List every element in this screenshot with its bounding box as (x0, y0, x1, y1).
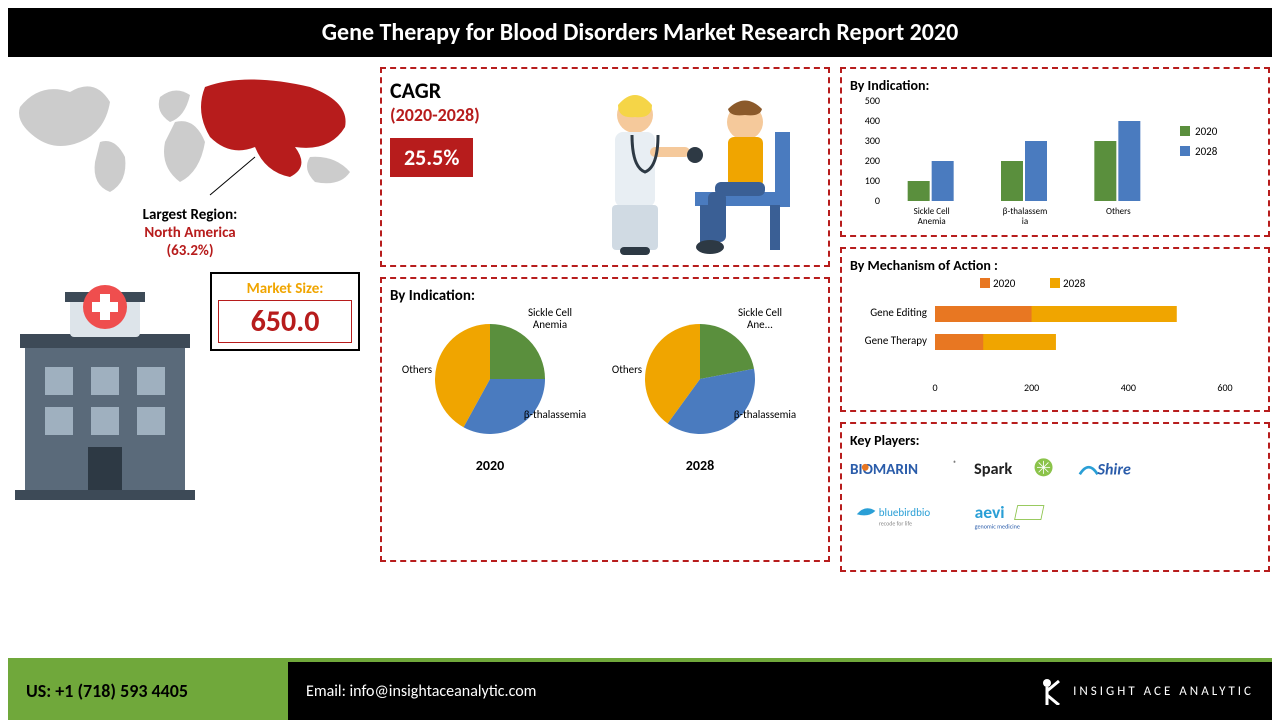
svg-text:0: 0 (932, 381, 937, 394)
players-title: Key Players: (850, 432, 1260, 449)
svg-text:Shire: Shire (1097, 460, 1131, 479)
bar-chart: 0100200300400500Sickle Cell Anemiaβ-thal… (850, 96, 1260, 231)
pie-2028: Sickle Cell Ane...β-thalassemiaOthers (630, 309, 770, 449)
svg-text:200: 200 (1024, 381, 1039, 394)
hospital-icon (10, 272, 200, 502)
pie-2020: Sickle Cell Anemiaβ-thalassemiaOthers (420, 309, 560, 449)
player-logo-bluebirdbio: bluebirdbiorecode for life (850, 502, 960, 535)
svg-text:300: 300 (865, 134, 880, 147)
svg-text:600: 600 (1217, 381, 1232, 394)
doctor-patient-icon (550, 77, 810, 262)
report-title: Gene Therapy for Blood Disorders Market … (8, 8, 1272, 57)
player-logo-aevi: aevigenomic medicine (974, 502, 1054, 535)
hbar-chart: 2020 2028 Gene Editing Gene Therapy 0 200 400 6… (850, 276, 1260, 401)
pie-title: By Indication: (390, 287, 820, 305)
market-size-box: Market Size: 650.0 (210, 272, 360, 351)
hbar-panel: By Mechanism of Action : 2020 2028 Gene Ed… (840, 247, 1270, 412)
svg-text:Anemia: Anemia (918, 216, 946, 226)
cagr-value: 25.5% (390, 138, 473, 177)
bar-panel: By Indication: 0100200300400500Sickle Ce… (840, 67, 1270, 237)
svg-text:aevi: aevi (975, 502, 1005, 523)
brand-icon (1041, 677, 1063, 705)
player-logo-shire: Shire (1078, 455, 1158, 488)
cagr-label: CAGR (390, 77, 540, 104)
svg-text:400: 400 (865, 114, 880, 127)
pie-year-2028: 2028 (600, 457, 800, 474)
market-size-value: 650.0 (221, 303, 349, 340)
market-size-label: Market Size: (218, 280, 352, 298)
hbar-title: By Mechanism of Action : (850, 257, 1260, 274)
footer-email: Email: info@insightaceanalytic.com (306, 682, 536, 701)
region-name: North America (144, 224, 235, 242)
svg-text:2028: 2028 (1063, 277, 1086, 290)
svg-text:0: 0 (875, 194, 880, 207)
bar-title: By Indication: (850, 77, 1260, 94)
player-logo-spark: Spark (974, 455, 1064, 488)
brand-name: INSIGHT ACE ANALYTIC (1073, 684, 1254, 699)
cagr-range: (2020-2028) (390, 104, 540, 126)
svg-text:Spark: Spark (974, 459, 1012, 479)
svg-text:2028: 2028 (1195, 145, 1218, 158)
svg-text:ia: ia (1022, 216, 1028, 226)
world-map (10, 67, 370, 197)
svg-text:Gene Therapy: Gene Therapy (865, 334, 927, 347)
brand: INSIGHT ACE ANALYTIC (1041, 677, 1254, 705)
region-pct: (63.2%) (166, 242, 213, 260)
cagr-panel: CAGR (2020-2028) 25.5% (380, 67, 830, 267)
svg-text:200: 200 (865, 154, 880, 167)
svg-text:BIOMARIN: BIOMARIN (850, 460, 918, 479)
svg-text:Gene Editing: Gene Editing (870, 306, 927, 319)
svg-text:®: ® (953, 460, 956, 468)
svg-text:400: 400 (1121, 381, 1136, 394)
pie-year-2020: 2020 (390, 457, 590, 474)
svg-text:Others: Others (1106, 206, 1131, 217)
svg-text:recode for life: recode for life (879, 519, 912, 527)
svg-text:bluebirdbio: bluebirdbio (879, 506, 931, 519)
svg-text:2020: 2020 (993, 277, 1016, 290)
svg-text:500: 500 (865, 96, 880, 107)
player-logo-biomarin: BIOMARIN ® (850, 455, 960, 488)
pie-panel: By Indication: Sickle Cell Anemiaβ-thala… (380, 277, 830, 562)
players-panel: Key Players: BIOMARIN ® Spark Shire bluebird… (840, 422, 1270, 572)
region-panel: Largest Region: North America (63.2%) (10, 67, 370, 262)
footer-phone: US: +1 (718) 593 4405 (8, 662, 288, 720)
svg-text:genomic medicine: genomic medicine (975, 522, 1020, 530)
svg-text:100: 100 (865, 174, 880, 187)
region-label: Largest Region: (143, 206, 238, 224)
svg-text:2020: 2020 (1195, 125, 1218, 138)
